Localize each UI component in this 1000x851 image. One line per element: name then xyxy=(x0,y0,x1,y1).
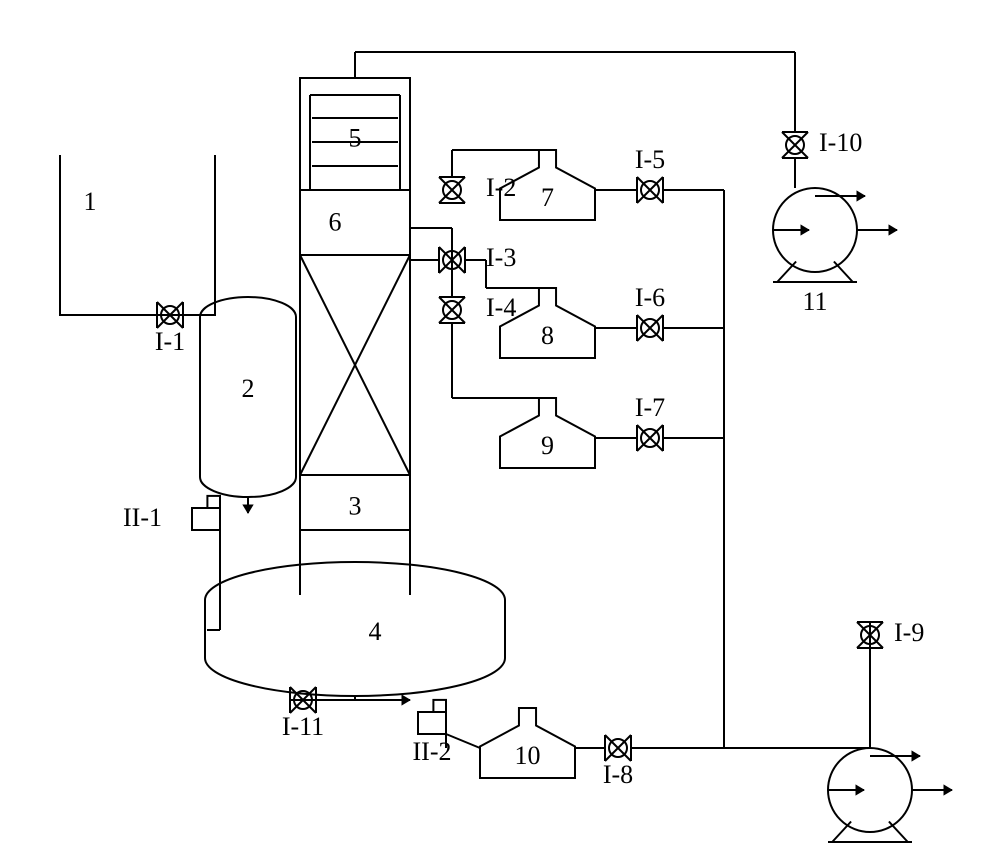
valve-I8 xyxy=(605,735,631,761)
valve-I1 xyxy=(157,302,183,328)
valve-I7 xyxy=(637,425,663,451)
label-v2: I-2 xyxy=(486,173,516,202)
label-n5: 5 xyxy=(349,124,362,153)
label-n9: 9 xyxy=(541,431,554,460)
label-v4: I-4 xyxy=(486,293,516,322)
label-v7: I-7 xyxy=(635,393,665,422)
bigpump-12 xyxy=(828,748,912,842)
pump-II2 xyxy=(418,700,446,734)
label-n10: 10 xyxy=(515,741,541,770)
label-n8: 8 xyxy=(541,321,554,350)
valve-I10 xyxy=(782,132,808,158)
valve-I2 xyxy=(439,177,465,203)
label-n4: 4 xyxy=(369,617,382,646)
label-p1: II-1 xyxy=(123,503,162,532)
label-n2: 2 xyxy=(242,374,255,403)
label-v10: I-10 xyxy=(819,128,862,157)
label-n7: 7 xyxy=(541,183,554,212)
bigpump-11 xyxy=(773,188,857,282)
label-v6: I-6 xyxy=(635,283,665,312)
pump-II1 xyxy=(192,496,220,530)
label-v8: I-8 xyxy=(603,760,633,789)
label-v1: I-1 xyxy=(155,327,185,356)
label-v5: I-5 xyxy=(635,145,665,174)
label-v11: I-11 xyxy=(282,712,324,741)
label-n3: 3 xyxy=(349,492,362,521)
label-v9: I-9 xyxy=(894,618,924,647)
label-n11: 11 xyxy=(802,287,827,316)
valve-I6 xyxy=(637,315,663,341)
label-v3: I-3 xyxy=(486,243,516,272)
label-n12: 12 xyxy=(857,847,883,851)
label-n6: 6 xyxy=(329,208,342,237)
valve-I5 xyxy=(637,177,663,203)
valve-I4 xyxy=(439,297,465,323)
label-n1: 1 xyxy=(84,187,97,216)
